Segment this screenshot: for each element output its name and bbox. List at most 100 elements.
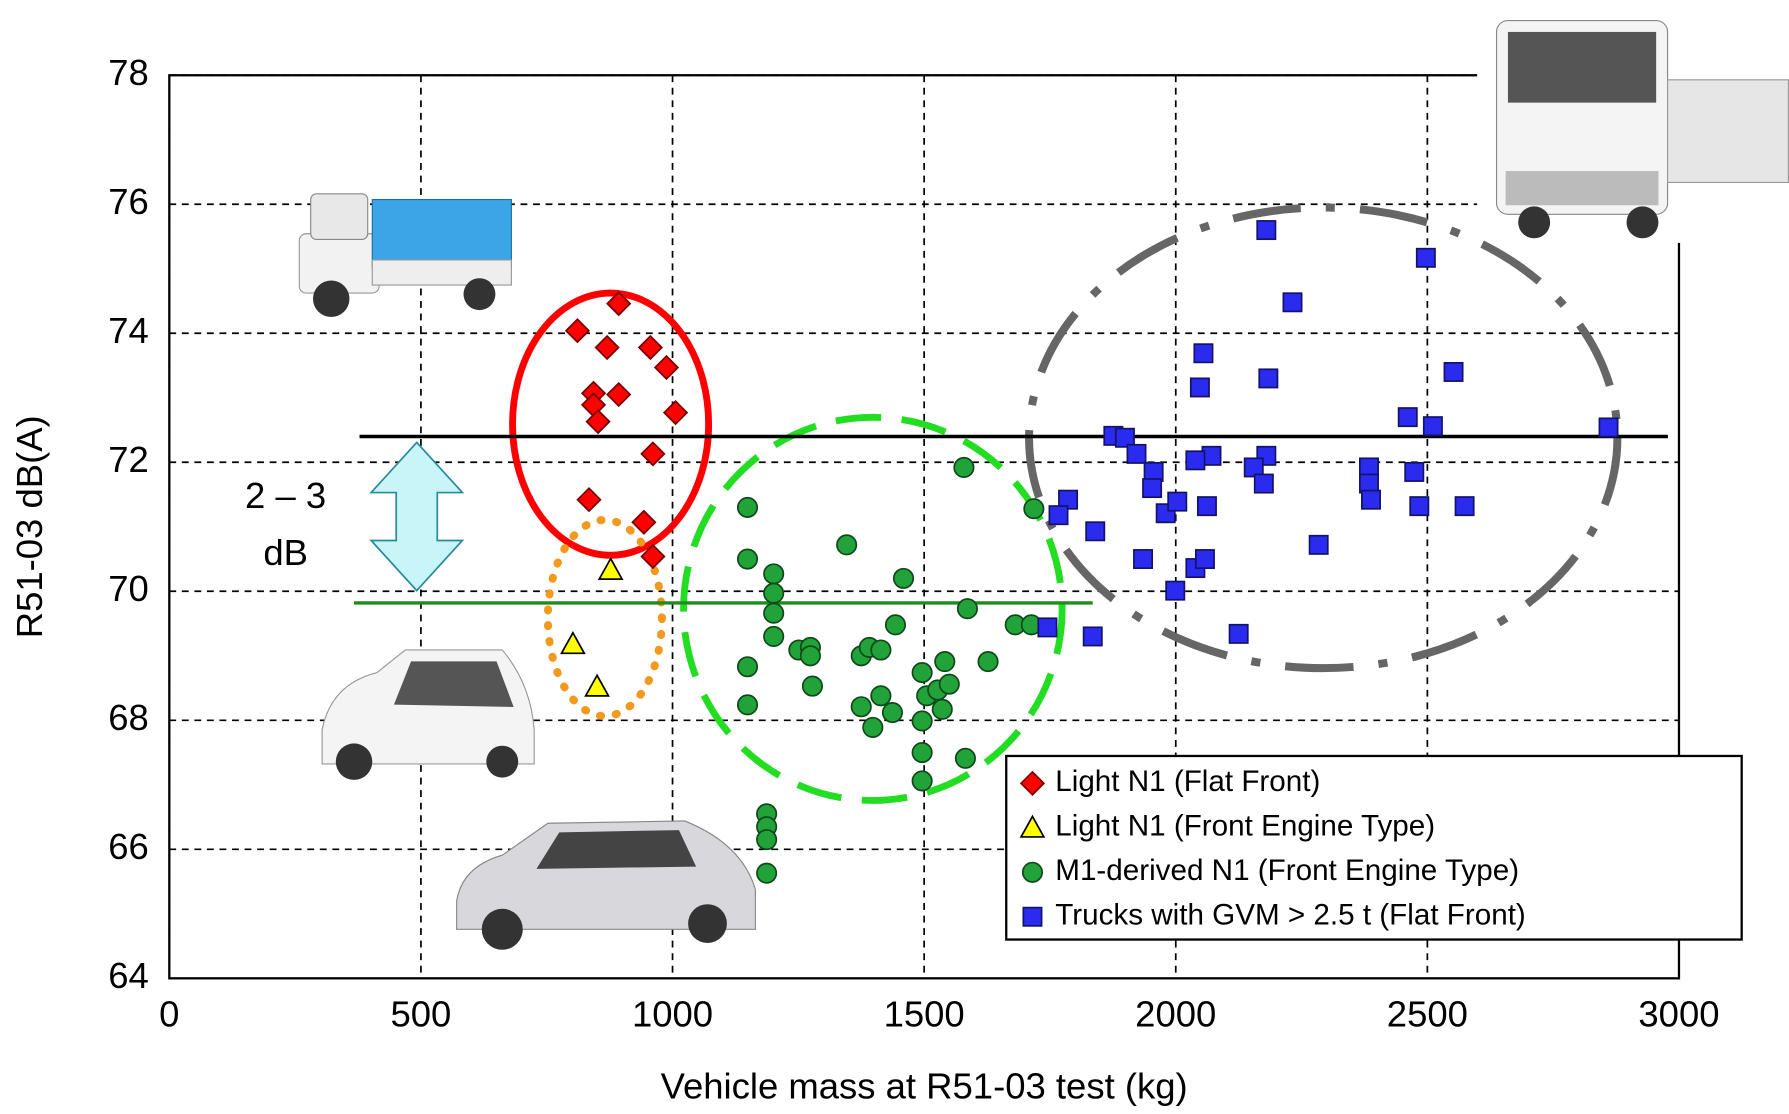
point [911,710,933,732]
legend-label: Light N1 (Front Engine Type) [1055,810,1435,843]
point [637,334,664,361]
point [584,673,610,697]
point [756,829,778,851]
annotation: 2 – 3 [245,475,326,516]
point [1194,549,1215,570]
large-truck-photo [1477,9,1789,243]
point [763,563,785,585]
point [956,598,978,620]
legend-marker [1021,861,1044,883]
point [1037,617,1058,638]
point [560,631,586,655]
point [763,602,785,624]
x-tick-label: 3000 [1638,994,1719,1035]
kei-truck-photo [298,193,512,317]
legend-box [1005,754,1743,941]
point [938,673,960,695]
point [911,770,933,792]
point [662,400,689,426]
point [934,651,956,673]
point [631,509,657,535]
y-tick-label: 68 [108,697,149,738]
legend-marker [1022,906,1043,927]
legend-marker [1019,770,1046,796]
y-tick-label: 66 [108,826,149,867]
point [576,487,602,513]
point [1133,549,1154,570]
y-tick-label: 76 [108,181,149,222]
point [1228,623,1249,644]
point [870,639,892,661]
point [1082,626,1103,647]
point [736,694,759,716]
m1-ellipse [680,413,1066,804]
point [1409,496,1430,517]
point [1308,534,1329,555]
point [1397,407,1418,428]
point [564,318,591,344]
point [1142,478,1163,499]
point [801,675,823,697]
point [756,862,778,884]
x-tick-label: 2000 [1135,994,1216,1035]
front-engine-ellipse [543,515,666,721]
point [594,334,620,361]
y-tick-label: 72 [108,439,149,480]
point [1114,427,1135,448]
point [1126,443,1147,464]
point [1085,521,1106,542]
plot-border [168,74,1681,980]
legend-marker [1019,814,1046,838]
point [763,625,785,647]
x-tick-label: 0 [159,994,179,1035]
point [862,716,884,738]
point [1165,580,1186,601]
point [884,614,907,636]
point [911,742,933,764]
point [606,290,632,317]
legend: Light N1 (Flat Front) Light N1 (Front Eng… [1005,754,1743,941]
point [881,702,903,724]
point [736,548,759,570]
point [597,556,624,580]
point [1404,461,1425,482]
point [1422,416,1443,437]
point [1253,473,1274,494]
point [1185,450,1206,471]
difference-arrow [369,441,465,592]
point [1243,457,1264,478]
point [799,645,821,667]
x-tick-label: 1000 [632,994,713,1035]
flat-front-ellipse [509,289,713,559]
point [640,543,666,570]
data [353,220,1668,884]
point [1443,361,1464,382]
point [1256,220,1277,241]
point [977,651,999,673]
point [1598,417,1619,438]
point [640,441,666,467]
x-axis-label: Vehicle mass at R51-03 test (kg) [661,1066,1188,1107]
legend-label: Trucks with GVM > 2.5 t (Flat Front) [1055,899,1526,932]
point [1454,496,1475,517]
point [1023,498,1045,520]
point [1193,343,1214,364]
point [954,747,976,769]
point [585,409,611,435]
point [1167,491,1188,512]
y-tick-label: 64 [108,955,149,996]
x-tick-label: 500 [390,994,451,1035]
x-tick-label: 1500 [884,994,965,1035]
point [1189,377,1210,398]
point [606,381,632,408]
point [1196,496,1217,517]
point [736,656,759,678]
x-tick-label: 2500 [1387,994,1468,1035]
point [911,662,933,684]
point [1258,368,1279,389]
legend-label: M1-derived N1 (Front Engine Type) [1055,854,1519,887]
wagon-photo [456,820,756,950]
point [850,696,872,718]
